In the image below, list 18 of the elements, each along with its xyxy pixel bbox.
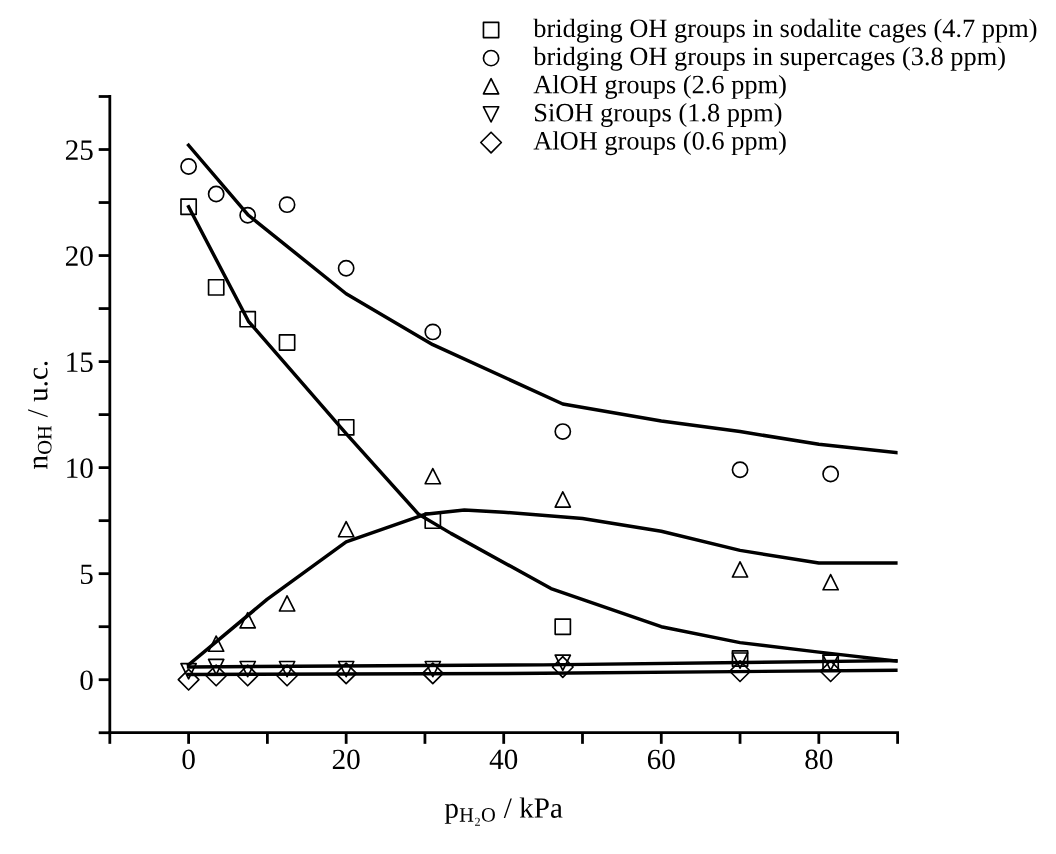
y-tick-label: 20 <box>65 246 93 266</box>
legend-label: AlOH groups (0.6 ppm) <box>533 131 786 156</box>
legend-label: bridging OH groups in supercages (3.8 ppm) <box>533 46 1005 71</box>
y-tick-label: 15 <box>67 352 93 372</box>
y-tick-label: 0 <box>80 670 93 691</box>
x-tick-label: 0 <box>182 749 195 770</box>
x-tick-label: 40 <box>489 749 518 770</box>
y-tick-label: 5 <box>80 564 93 585</box>
y-tick-label: 25 <box>65 140 93 160</box>
x-axis-title: p$_{H₂O}$ / kPa <box>444 797 563 826</box>
legend-label: AlOH groups (2.6 ppm) <box>533 74 786 99</box>
x-tick-label: 20 <box>332 749 360 770</box>
y-axis-title: n$_{OH}$ / u.c. <box>28 361 52 469</box>
legend-label: bridging OH groups in sodalite cages (4.7 ppm) <box>533 18 1037 43</box>
legend-label: SiOH groups (1.8 ppm) <box>535 103 782 128</box>
x-tick-label: 80 <box>805 749 833 770</box>
x-tick-label: 60 <box>647 749 675 770</box>
y-tick-label: 10 <box>67 458 93 479</box>
